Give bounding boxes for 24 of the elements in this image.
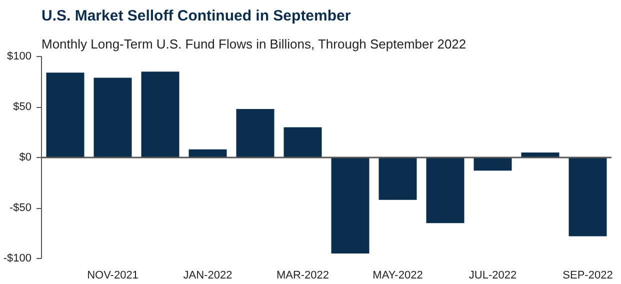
chart-subtitle: Monthly Long-Term U.S. Fund Flows in Billions, Through September 2022 (42, 36, 466, 52)
bar (94, 78, 132, 158)
bar (378, 158, 417, 200)
bar (141, 72, 180, 158)
x-tick-label: JUL-2022 (468, 270, 517, 282)
x-tick-label: MAY-2022 (372, 270, 423, 282)
bar (188, 149, 227, 158)
y-tick-label: -$100 (3, 252, 32, 264)
bar (284, 127, 322, 158)
bar (426, 158, 464, 224)
x-tick-label: MAR-2022 (276, 270, 330, 282)
x-tick-label: NOV-2021 (87, 270, 138, 282)
x-tick-label: JAN-2022 (183, 270, 232, 282)
bar (236, 109, 274, 158)
y-tick-label: -$50 (9, 202, 32, 214)
chart-title: U.S. Market Selloff Continued in September (42, 8, 351, 24)
y-tick-label: $0 (19, 152, 32, 164)
y-tick-label: $50 (13, 101, 32, 113)
x-tick-label: SEP-2022 (562, 270, 613, 282)
bar (474, 158, 512, 171)
bar (568, 158, 607, 236)
bar (331, 158, 370, 254)
bar (46, 72, 84, 158)
y-tick-label: $100 (7, 50, 32, 62)
